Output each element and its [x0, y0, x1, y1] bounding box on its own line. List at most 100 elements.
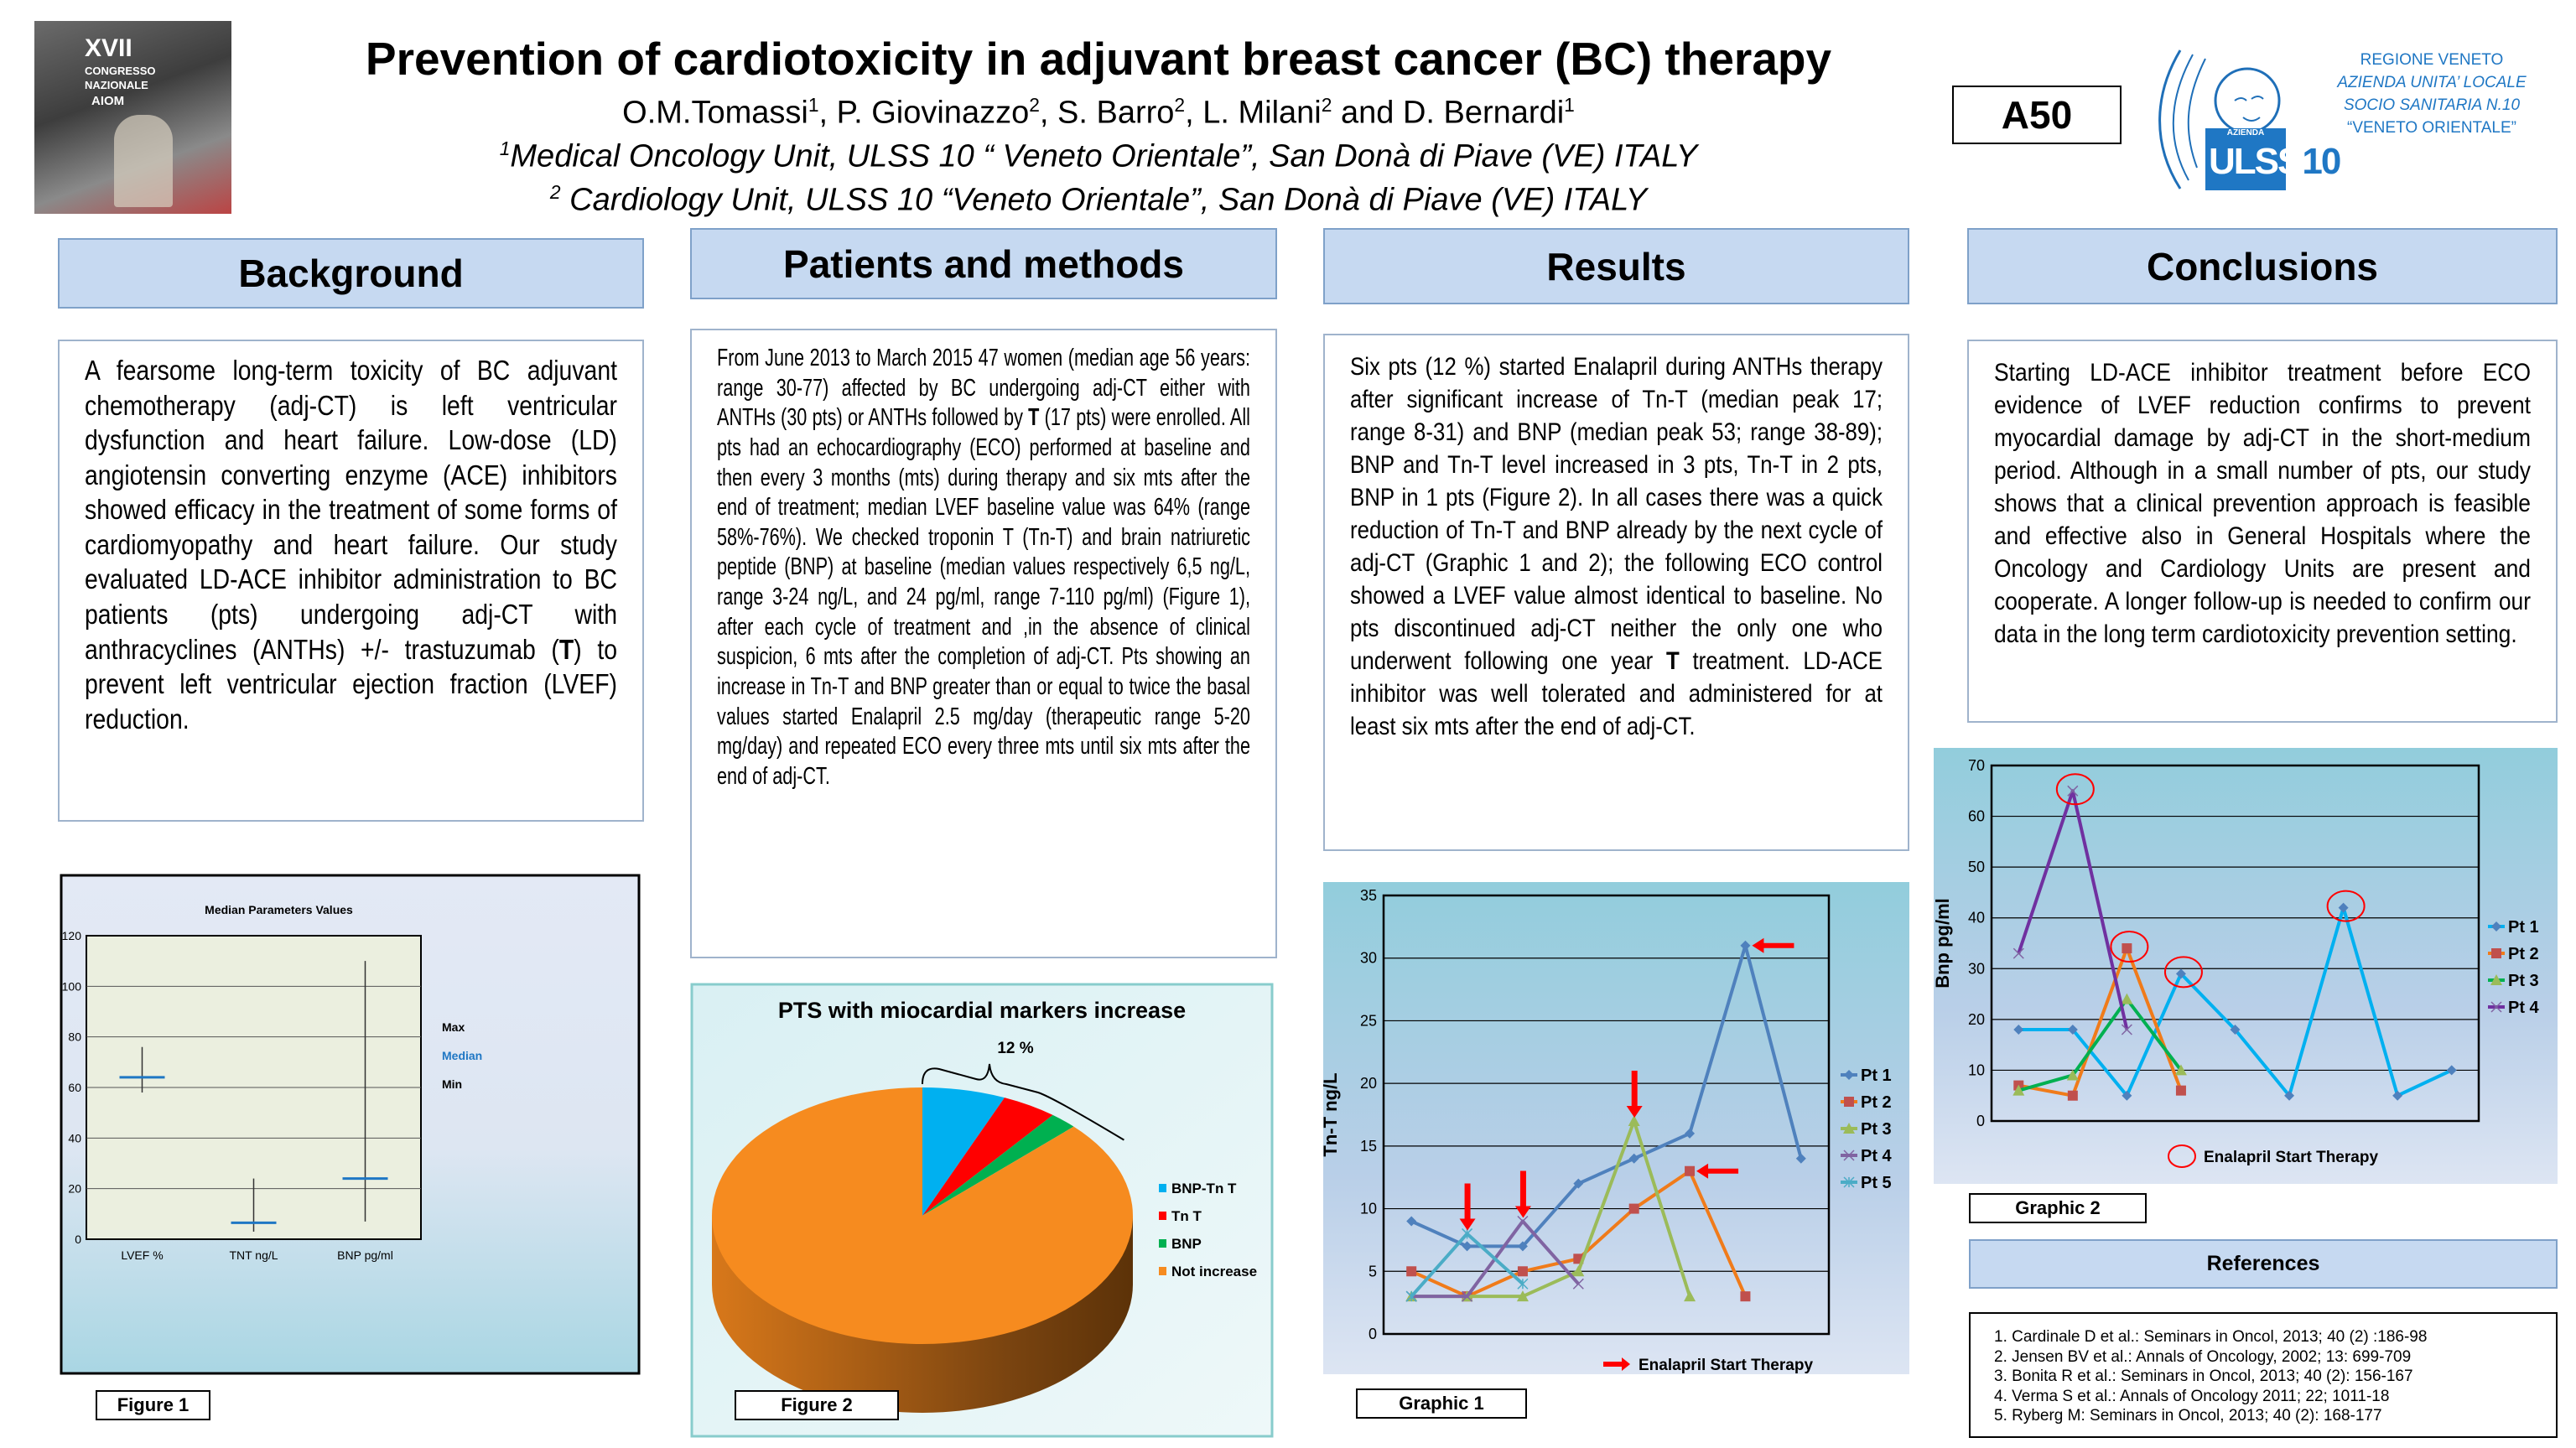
- y-tick-label: 20: [1968, 1011, 1985, 1028]
- legend-label: Pt 4: [2508, 999, 2540, 1017]
- y-tick-label: 70: [1968, 757, 1985, 774]
- legend-label: Max: [442, 1020, 465, 1034]
- graphic1-caption: Graphic 1: [1356, 1388, 1527, 1419]
- chart-background: [1323, 882, 1909, 1374]
- y-tick-label: 5: [1368, 1263, 1377, 1279]
- graphic2-caption: Graphic 2: [1969, 1193, 2147, 1223]
- y-tick-label: 0: [75, 1233, 81, 1246]
- legend-label: Pt 5: [1861, 1174, 1892, 1192]
- author-and: and: [1340, 95, 1394, 131]
- marker-diamond: [1685, 1128, 1696, 1139]
- legend-label: Pt 3: [1861, 1120, 1892, 1139]
- ulss-logo: AZIENDA ULSS10: [2147, 42, 2342, 193]
- y-axis-label: Bnp pg/ml: [1932, 898, 1953, 989]
- legend-label: Pt 4: [1861, 1147, 1893, 1165]
- marker-x: [2067, 785, 2079, 797]
- arrow-left-icon: [1696, 1163, 1739, 1179]
- methods-text: From June 2013 to March 2015 47 women (m…: [690, 329, 1277, 958]
- author-sup: 2: [1321, 94, 1332, 116]
- marker-x: [1843, 1150, 1855, 1161]
- marker-diamond: [1740, 940, 1751, 951]
- bold-term: T: [1028, 404, 1040, 432]
- y-axis-label: Tn-T ng/L: [1320, 1072, 1341, 1156]
- legend-swatch: [1159, 1267, 1166, 1275]
- arrow-down-icon: [1626, 1070, 1643, 1118]
- marker-x: [1572, 1278, 1584, 1290]
- author-sup: 1: [1564, 94, 1575, 116]
- paragraph: From June 2013 to March 2015 47 women (m…: [717, 345, 1250, 432]
- legend-label: Tn T: [1171, 1208, 1202, 1224]
- plot-frame: [1990, 764, 2480, 1123]
- marker-diamond: [1795, 1153, 1806, 1164]
- y-tick-label: 10: [1968, 1061, 1985, 1078]
- marker-diamond: [1628, 1153, 1639, 1164]
- affiliation-1: 1Medical Oncology Unit, ULSS 10 “ Veneto…: [252, 138, 1945, 175]
- marker-x: [2121, 1024, 2132, 1035]
- legend-label: Pt 2: [1861, 1093, 1892, 1112]
- marker-square: [1844, 1097, 1854, 1107]
- marker-star: [1405, 1290, 1417, 1302]
- y-tick-label: 50: [1968, 859, 1985, 875]
- paragraph: treatment. LD-ACE inhibitor was well tol…: [1350, 647, 1883, 740]
- marker-diamond: [2491, 921, 2501, 932]
- marker-square: [2175, 1085, 2186, 1096]
- marker-diamond: [2230, 1024, 2241, 1035]
- marker-diamond: [2446, 1065, 2457, 1076]
- institution-line: AZIENDA UNITA’ LOCALE: [2337, 74, 2527, 91]
- marker-diamond: [2067, 1024, 2078, 1035]
- legend-label: Min: [442, 1077, 462, 1091]
- marker-diamond: [1573, 1178, 1584, 1189]
- figure1-caption: Figure 1: [96, 1390, 210, 1420]
- institution-block: REGIONE VENETO AZIENDA UNITA’ LOCALE SOC…: [2323, 49, 2541, 139]
- marker-star: [1517, 1278, 1529, 1290]
- author-sup: 2: [1174, 94, 1186, 116]
- legend-label: Pt 2: [2508, 945, 2539, 963]
- results-text: Six pts (12 %) started Enalapril during …: [1323, 334, 1909, 851]
- marker-square: [1740, 1291, 1751, 1302]
- author: L. Milani: [1202, 95, 1322, 131]
- logo-text: XVII: [85, 34, 132, 62]
- affiliation-text: Cardiology Unit, ULSS 10 “Veneto Orienta…: [560, 182, 1648, 218]
- y-tick-label: 100: [62, 979, 82, 993]
- brace: [922, 1063, 1124, 1141]
- y-tick-label: 30: [1968, 960, 1985, 977]
- pie-slice: [922, 1087, 1005, 1216]
- y-tick-label: 25: [1360, 1012, 1377, 1029]
- marker-triangle: [2066, 1069, 2079, 1081]
- y-tick-label: 0: [1368, 1326, 1377, 1342]
- background-header: Background: [58, 238, 644, 309]
- x-tick-label: LVEF %: [121, 1248, 163, 1262]
- affiliation-sup: 1: [499, 138, 511, 159]
- marker-triangle: [1684, 1290, 1696, 1302]
- reference-item: 2. Jensen BV et al.: Annals of Oncology,…: [1994, 1347, 2412, 1366]
- chart-title: PTS with miocardial markers increase: [778, 998, 1186, 1023]
- legend-label: BNP-Tn T: [1171, 1181, 1237, 1196]
- references-header: References: [1969, 1239, 2558, 1289]
- marker-x: [2490, 1001, 2502, 1013]
- paragraph: Six pts (12 %) started Enalapril during …: [1350, 353, 1883, 675]
- reference-item: 5. Ryberg M: Seminars in Oncol, 2013; 40…: [1994, 1407, 2382, 1425]
- legend-label: Pt 1: [1861, 1067, 1892, 1085]
- authors: O.M.Tomassi1, P. Giovinazzo2, S. Barro2,…: [622, 94, 1575, 131]
- institution-line: SOCIO SANITARIA N.10: [2343, 96, 2521, 114]
- legend-label: Not increase: [1171, 1264, 1257, 1279]
- bold-term: T: [558, 633, 574, 665]
- results-paragraph: Six pts (12 %) started Enalapril during …: [1350, 350, 1883, 743]
- x-tick-label: BNP pg/ml: [337, 1248, 393, 1262]
- marker-square: [1685, 1165, 1696, 1176]
- pie-slice: [712, 1087, 1133, 1344]
- pie-slice: [922, 1098, 1053, 1216]
- marker-square: [1628, 1203, 1639, 1214]
- legend-swatch: [1159, 1184, 1166, 1192]
- poster-title: Prevention of cardiotoxicity in adjuvant…: [365, 33, 1832, 85]
- y-tick-label: 40: [68, 1131, 81, 1144]
- y-tick-label: 30: [1360, 950, 1377, 967]
- annotation-legend-label: Enalapril Start Therapy: [2204, 1149, 2378, 1166]
- conclusions-paragraph: Starting LD-ACE inhibitor treatment befo…: [1994, 359, 2531, 648]
- marker-triangle: [2490, 974, 2502, 985]
- institution-line: “VENETO ORIENTALE”: [2347, 119, 2516, 137]
- plot-frame: [1382, 894, 1831, 1336]
- marker-triangle: [2121, 993, 2133, 1004]
- y-tick-label: 40: [1968, 910, 1985, 926]
- graphic2-chart: 0 10 20 30 40 50 60 70 Bnp pg/ml Pt 1 Pt 2 Pt 3 Pt 4…: [1932, 748, 2558, 1184]
